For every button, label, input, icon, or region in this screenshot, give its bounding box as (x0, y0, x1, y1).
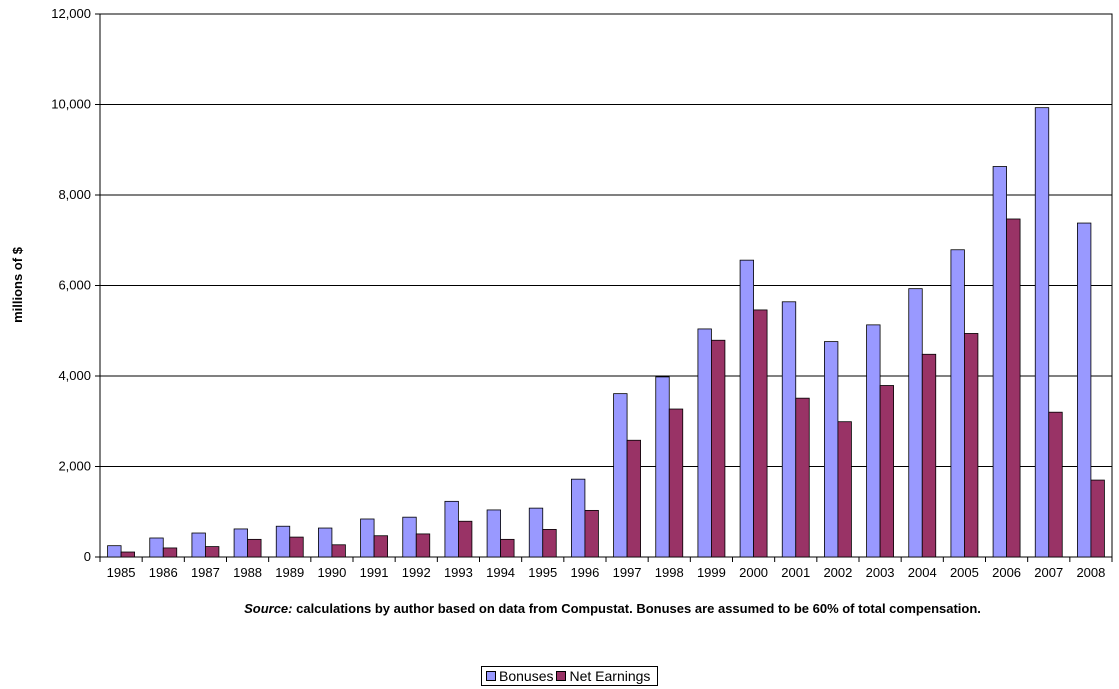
bar-bonuses-1994 (487, 510, 501, 557)
y-tick-label: 0 (84, 549, 91, 564)
x-tick-label: 2002 (823, 565, 852, 580)
bar-bonuses-1990 (318, 528, 332, 557)
x-axis-ticks: 1985 1986 1987 1988 1989 1990 1991 1992 1993 1994… (100, 557, 1112, 580)
bar-net-earnings-2005 (964, 333, 978, 557)
x-tick-label: 2000 (739, 565, 768, 580)
legend-item-net-earnings: Net Earnings (556, 668, 650, 684)
x-tick-label: 2001 (781, 565, 810, 580)
bar-net-earnings-1991 (374, 536, 388, 557)
bar-net-earnings-1988 (248, 539, 261, 557)
bar-bonuses-1986 (150, 538, 164, 557)
bar-bonuses-2006 (993, 166, 1007, 557)
bar-net-earnings-2007 (1049, 412, 1063, 557)
bar-net-earnings-1998 (669, 409, 683, 557)
x-tick-label: 1993 (444, 565, 473, 580)
bar-bonuses-2000 (740, 260, 754, 557)
bar-bonuses-1989 (276, 526, 290, 557)
x-tick-label: 2007 (1034, 565, 1063, 580)
bar-net-earnings-2008 (1091, 480, 1105, 557)
bar-net-earnings-1994 (501, 539, 515, 557)
bar-bonuses-2007 (1035, 108, 1049, 557)
source-label: Source: (244, 601, 292, 616)
x-tick-label: 1998 (655, 565, 684, 580)
legend-label-bonuses: Bonuses (499, 668, 553, 684)
bar-net-earnings-1997 (627, 440, 641, 557)
bar-bonuses-1998 (656, 377, 670, 557)
bar-bonuses-1993 (445, 501, 459, 557)
y-tick-label: 6,000 (58, 278, 91, 293)
bar-net-earnings-2001 (796, 398, 810, 557)
bar-net-earnings-1995 (543, 529, 557, 557)
legend: Bonuses Net Earnings (481, 666, 658, 686)
x-tick-label: 1987 (191, 565, 220, 580)
bar-bonuses-1988 (234, 529, 248, 557)
bar-net-earnings-2004 (922, 354, 936, 557)
x-tick-label: 2005 (950, 565, 979, 580)
y-tick-label: 2,000 (58, 459, 91, 474)
legend-swatch-net-earnings (556, 671, 566, 681)
bar-net-earnings-2006 (1007, 219, 1021, 557)
x-tick-label: 1986 (149, 565, 178, 580)
source-note: Source: calculations by author based on … (140, 600, 1085, 618)
x-tick-label: 1988 (233, 565, 262, 580)
x-tick-label: 1990 (317, 565, 346, 580)
bar-bonuses-1996 (571, 479, 585, 557)
bar-bonuses-2005 (951, 250, 965, 557)
bar-bonuses-2004 (909, 289, 923, 557)
x-tick-label: 1995 (528, 565, 557, 580)
bar-net-earnings-1990 (332, 545, 346, 557)
bar-net-earnings-2000 (754, 310, 768, 557)
x-tick-label: 1989 (275, 565, 304, 580)
legend-item-bonuses: Bonuses (486, 668, 553, 684)
bar-bonuses-1985 (108, 546, 122, 557)
x-tick-label: 1997 (613, 565, 642, 580)
bar-bonuses-1995 (529, 508, 543, 557)
x-tick-label: 1992 (402, 565, 431, 580)
y-tick-label: 10,000 (51, 97, 91, 112)
y-axis-ticks: 0 2,000 4,000 6,000 8,000 10,000 12,000 (51, 6, 100, 564)
source-text: calculations by author based on data fro… (296, 601, 981, 616)
x-tick-label: 1996 (570, 565, 599, 580)
y-tick-label: 8,000 (58, 187, 91, 202)
bar-net-earnings-2003 (880, 386, 894, 557)
bar-bonuses-1991 (361, 519, 375, 557)
y-tick-label: 4,000 (58, 368, 91, 383)
y-tick-label: 12,000 (51, 6, 91, 21)
bars (108, 108, 1105, 557)
bar-net-earnings-1999 (711, 340, 725, 557)
x-tick-label: 1994 (486, 565, 515, 580)
bar-bonuses-1987 (192, 533, 206, 557)
bar-net-earnings-1986 (163, 548, 177, 557)
legend-label-net-earnings: Net Earnings (569, 668, 650, 684)
x-tick-label: 1985 (107, 565, 136, 580)
bar-bonuses-2003 (867, 325, 881, 557)
bar-net-earnings-1996 (585, 510, 599, 557)
bar-net-earnings-1993 (458, 521, 472, 557)
x-tick-label: 2004 (908, 565, 937, 580)
bar-bonuses-1992 (403, 517, 417, 557)
bar-bonuses-2001 (782, 302, 796, 557)
x-tick-label: 1999 (697, 565, 726, 580)
x-tick-label: 2008 (1076, 565, 1105, 580)
bar-bonuses-2008 (1077, 223, 1091, 557)
bar-net-earnings-1985 (121, 552, 135, 557)
x-tick-label: 1991 (360, 565, 389, 580)
bar-net-earnings-2002 (838, 422, 852, 557)
y-axis-label: millions of $ (10, 246, 25, 323)
x-tick-label: 2006 (992, 565, 1021, 580)
bar-bonuses-2002 (824, 342, 838, 557)
bar-net-earnings-1989 (290, 537, 304, 557)
x-tick-label: 2003 (866, 565, 895, 580)
bar-net-earnings-1992 (416, 534, 430, 557)
bar-net-earnings-1987 (205, 547, 219, 557)
legend-swatch-bonuses (486, 671, 496, 681)
bar-bonuses-1997 (614, 394, 628, 557)
bar-bonuses-1999 (698, 329, 712, 557)
